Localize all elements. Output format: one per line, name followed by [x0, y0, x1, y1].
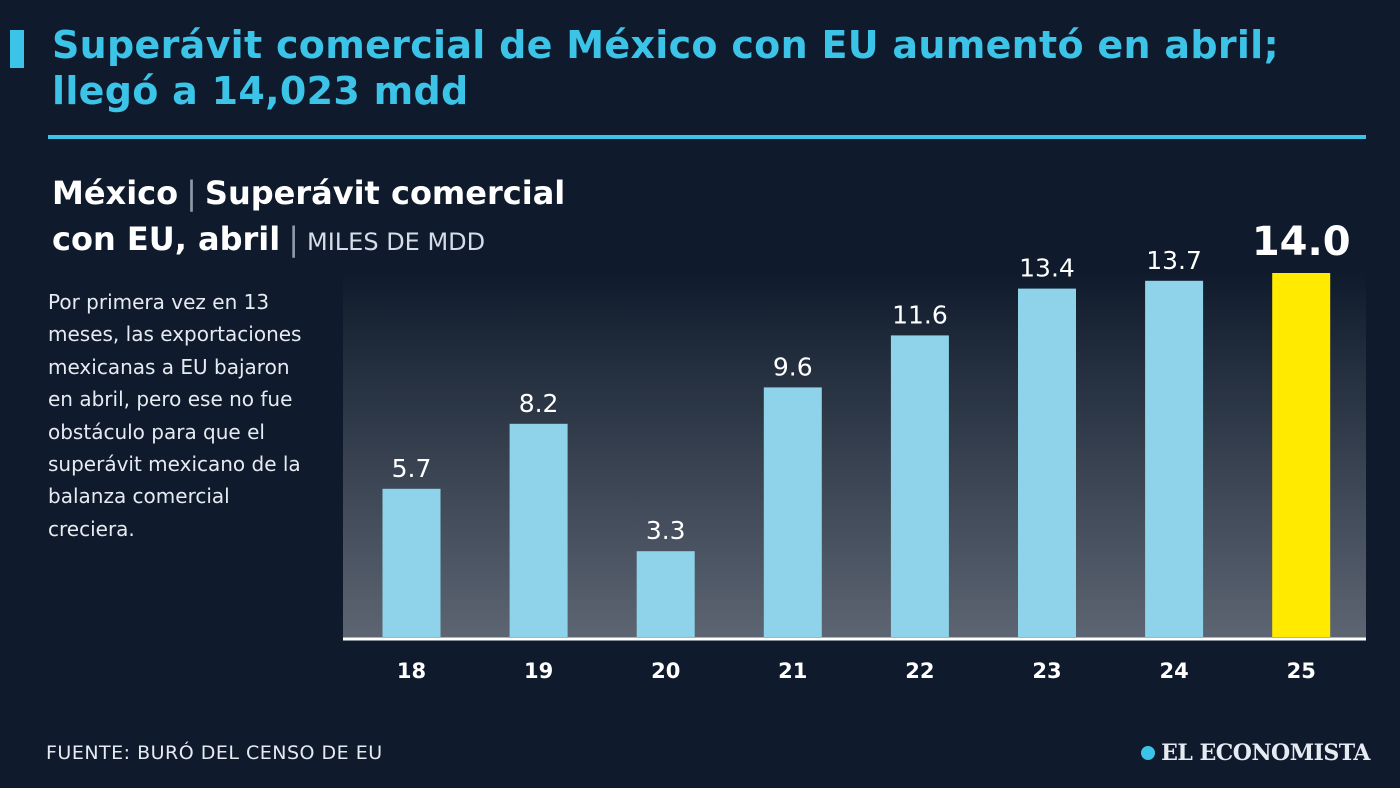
bar-24: [1145, 280, 1204, 637]
bar-21: [763, 387, 822, 637]
bar-25: [1272, 273, 1331, 637]
x-tick-label-24: 24: [1159, 659, 1188, 683]
headline-line-1: Superávit comercial de México con EU aum…: [52, 23, 1280, 67]
source-note: FUENTE: BURÓ DEL CENSO DE EU: [46, 742, 383, 764]
headline-line-2: llegó a 14,023 mdd: [52, 69, 469, 113]
bar-23: [1018, 288, 1076, 637]
bar-20: [636, 551, 695, 637]
headline: Superávit comercial de México con EU aum…: [52, 22, 1382, 114]
chart-title-country: México: [52, 174, 179, 212]
bar-22: [890, 335, 949, 637]
x-tick-label-18: 18: [397, 659, 426, 683]
bar-19: [509, 423, 568, 637]
x-tick-label-21: 21: [778, 659, 807, 683]
chart-title-line-2: con EU, abril | MILES DE MDD: [52, 216, 565, 265]
chart-title-metric: Superávit comercial: [204, 174, 566, 212]
x-tick-label-23: 23: [1032, 659, 1061, 683]
data-label-20: 3.3: [646, 516, 686, 545]
x-tick-label-25: 25: [1287, 659, 1316, 683]
x-tick-label-20: 20: [651, 659, 680, 683]
publisher-logo: EL ECONOMISTA: [1141, 740, 1370, 766]
accent-bar: [10, 30, 24, 68]
data-label-21: 9.6: [773, 352, 813, 381]
divider: [48, 135, 1366, 139]
data-label-24: 13.7: [1146, 246, 1202, 275]
data-label-19: 8.2: [519, 389, 559, 418]
data-label-18: 5.7: [392, 454, 432, 483]
bar-18: [382, 488, 441, 637]
chart-title-line-1: México | Superávit comercial: [52, 170, 565, 216]
x-tick-label-19: 19: [524, 659, 553, 683]
title-separator: |: [186, 174, 197, 212]
x-tick-label-22: 22: [905, 659, 934, 683]
chart-units: MILES DE MDD: [307, 228, 486, 256]
logo-text: EL ECONOMISTA: [1161, 740, 1370, 766]
title-separator: |: [288, 220, 300, 258]
chart-title: México | Superávit comercial con EU, abril…: [52, 170, 565, 265]
data-label-23: 13.4: [1019, 254, 1075, 283]
data-label-25: 14.0: [1252, 219, 1351, 265]
chart-title-scope: con EU, abril: [52, 220, 281, 258]
logo-icon: [1141, 746, 1156, 760]
data-label-22: 11.6: [892, 300, 948, 329]
plot-background: [343, 272, 1366, 638]
chart-note: Por primera vez en 13 meses, las exporta…: [48, 290, 302, 541]
